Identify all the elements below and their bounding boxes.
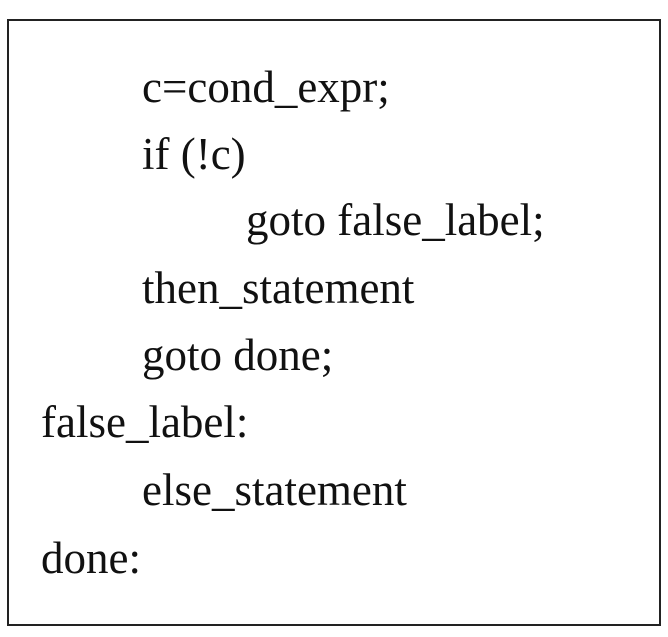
code-line-then-statement: then_statement [142,263,415,313]
code-label-false-label: false_label: [41,397,249,447]
code-listing-box: c=cond_expr; if (!c) goto false_label; t… [7,19,661,626]
code-label-done: done: [41,533,141,583]
code-line-if-not-condition: if (!c) [142,129,246,179]
code-line-goto-done: goto done; [142,330,334,380]
code-line-goto-false-label: goto false_label; [246,195,545,245]
code-line-assign-condition: c=cond_expr; [142,62,390,112]
code-line-else-statement: else_statement [142,465,407,515]
